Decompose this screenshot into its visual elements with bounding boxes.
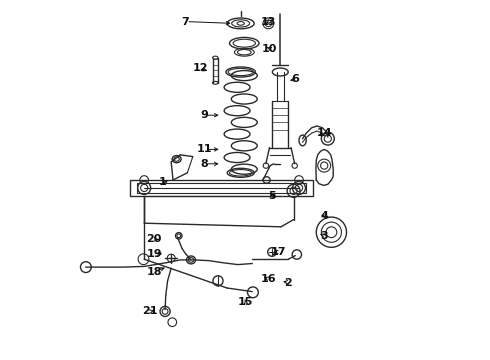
Text: 10: 10 — [262, 44, 277, 54]
Text: 1: 1 — [159, 177, 167, 187]
Text: 8: 8 — [201, 159, 209, 169]
Text: 20: 20 — [147, 234, 162, 244]
Text: 11: 11 — [197, 144, 213, 154]
Text: 16: 16 — [261, 274, 276, 284]
Text: 4: 4 — [320, 211, 328, 221]
Text: 7: 7 — [182, 17, 190, 27]
Text: 9: 9 — [201, 110, 209, 120]
Text: 5: 5 — [268, 191, 276, 201]
Text: 3: 3 — [320, 231, 328, 241]
Text: 17: 17 — [270, 247, 286, 257]
Text: 18: 18 — [147, 267, 162, 277]
Text: 2: 2 — [284, 278, 292, 288]
Text: 19: 19 — [147, 249, 162, 259]
Text: 21: 21 — [142, 306, 157, 316]
Text: 13: 13 — [261, 17, 276, 27]
Text: 6: 6 — [292, 74, 299, 84]
Text: 12: 12 — [192, 63, 208, 73]
Text: 14: 14 — [317, 128, 332, 138]
Text: 15: 15 — [237, 297, 253, 307]
